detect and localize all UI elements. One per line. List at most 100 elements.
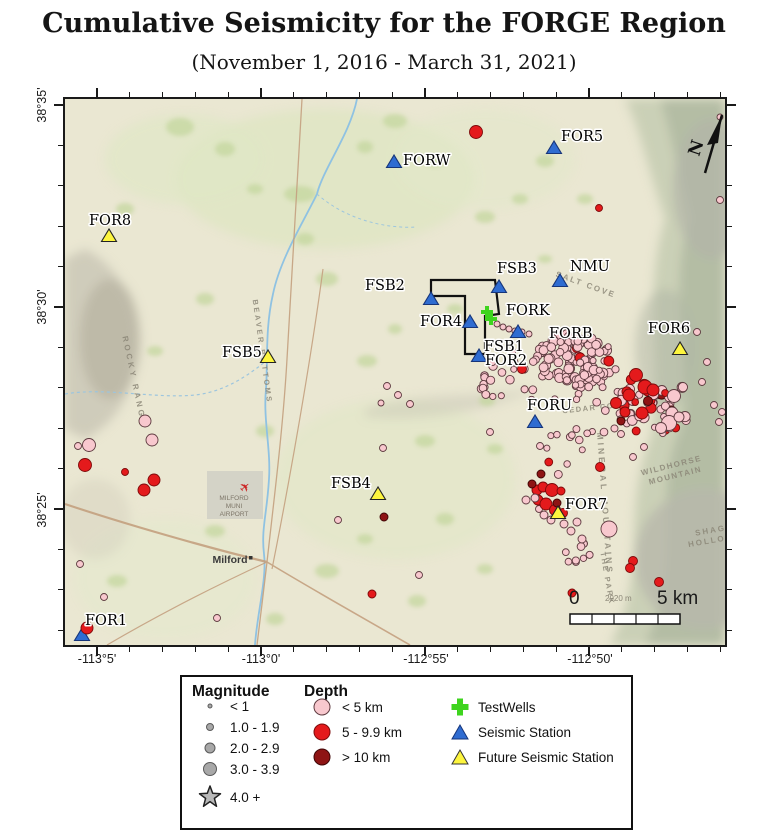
depth-label: > 10 km [342,750,391,765]
quake-dot [528,385,538,395]
station-label-FOR2: FOR2 [485,353,527,369]
depth-dot-shallow [313,698,331,716]
quake-dot [394,391,402,399]
axis-tick [58,225,63,227]
quake-dot [646,383,660,397]
quake-dot [138,414,152,428]
quake-dot [508,347,517,356]
axis-tick [162,92,164,97]
axis-tick [555,92,557,97]
symbol-label: TestWells [478,700,536,715]
quake-dot [716,196,724,204]
axis-tick [58,629,63,631]
quake-dot [520,385,529,394]
quake-dot [379,512,389,522]
creek-dashed [65,360,267,397]
quake-dot [576,358,585,367]
quake-dot [497,392,505,400]
quake-dot [493,320,501,328]
axis-tick [58,266,63,268]
axis-tick [260,88,262,97]
quake-dot [571,556,580,565]
north-arrow-icon: N [685,114,724,174]
map-decorations: N 0 5 km 2920 m [569,114,724,625]
axis-tick [727,104,736,106]
station-label-FORK: FORK [506,303,551,319]
quake-dot [539,510,549,520]
quake-dot [610,397,622,409]
station-label-FOR8: FOR8 [89,213,131,229]
axis-tick [194,647,196,652]
seismic-station-triangle [526,413,544,429]
axis-tick [58,427,63,429]
axis-tick [358,92,360,97]
quake-dot [622,388,636,402]
quake-dot [74,442,82,450]
quake-dot [553,469,563,479]
depth-dot-mid [313,723,331,741]
magnitude-dot-1 [206,723,214,731]
quake-dot [600,520,618,538]
quake-dot [573,337,582,346]
quake-dot [547,432,555,440]
quake-dot [521,495,531,505]
quake-dot [556,338,565,346]
quake-dot [584,382,594,392]
road-fsb5 [271,268,324,570]
creek-dashed-2 [316,193,418,228]
quake-dot [145,433,159,447]
station-label-FSB2: FSB2 [365,278,405,294]
quake-dot [509,357,519,367]
quake-dot [415,571,423,579]
quake-dot [545,483,559,497]
quake-dot [510,365,518,373]
svg-text:MILFORD: MILFORD [219,495,249,502]
quake-dot [563,460,571,468]
axis-tick [588,647,590,656]
magnitude-star-icon [198,785,222,808]
legend-depth-title: Depth [304,683,348,700]
seismic-station-triangle [422,290,440,306]
quake-dot [556,486,566,496]
axis-tick [58,346,63,348]
station-label-NMU: NMU [570,259,610,275]
figure-title: Cumulative Seismicity for the FORGE Regi… [42,8,726,39]
testwell-plus [485,313,497,325]
quake-dot [677,382,688,393]
station-label-FSB1: FSB1 [484,339,524,355]
station-label-FSB3: FSB3 [497,261,537,277]
quake-dot [585,550,594,559]
quake-dot [564,557,573,566]
quake-dot [578,446,586,454]
quake-dot [715,418,723,426]
quake-dot [571,381,580,389]
x-axis-label: -113°5' [77,652,117,666]
axis-tick [326,647,328,652]
y-axis-label: 38°30' [35,289,49,325]
quake-dot [611,365,620,374]
quake-dot [698,378,706,386]
water [65,99,418,645]
quake-dot [527,479,537,489]
quake-dot [595,366,603,374]
axis-tick [96,647,98,656]
quake-dot [488,358,497,367]
quake-dot [80,621,94,635]
quake-dot [76,560,84,568]
quake-dot [595,204,603,212]
axis-tick [391,92,393,97]
quake-dot [625,563,635,573]
axis-tick [522,92,524,97]
axis-tick [654,647,656,652]
seismic-station-triangle [490,278,508,294]
magnitude-label: 1.0 - 1.9 [230,720,280,735]
svg-text:AIRPORT: AIRPORT [220,511,249,518]
quake-dot [577,534,587,544]
seismic-station-triangle [509,323,527,339]
quake-dot [559,519,569,529]
beaver-river [254,99,358,645]
quake-dot [137,483,151,497]
quake-dot [572,425,581,433]
axis-tick [727,346,732,348]
quake-dot [673,411,685,423]
